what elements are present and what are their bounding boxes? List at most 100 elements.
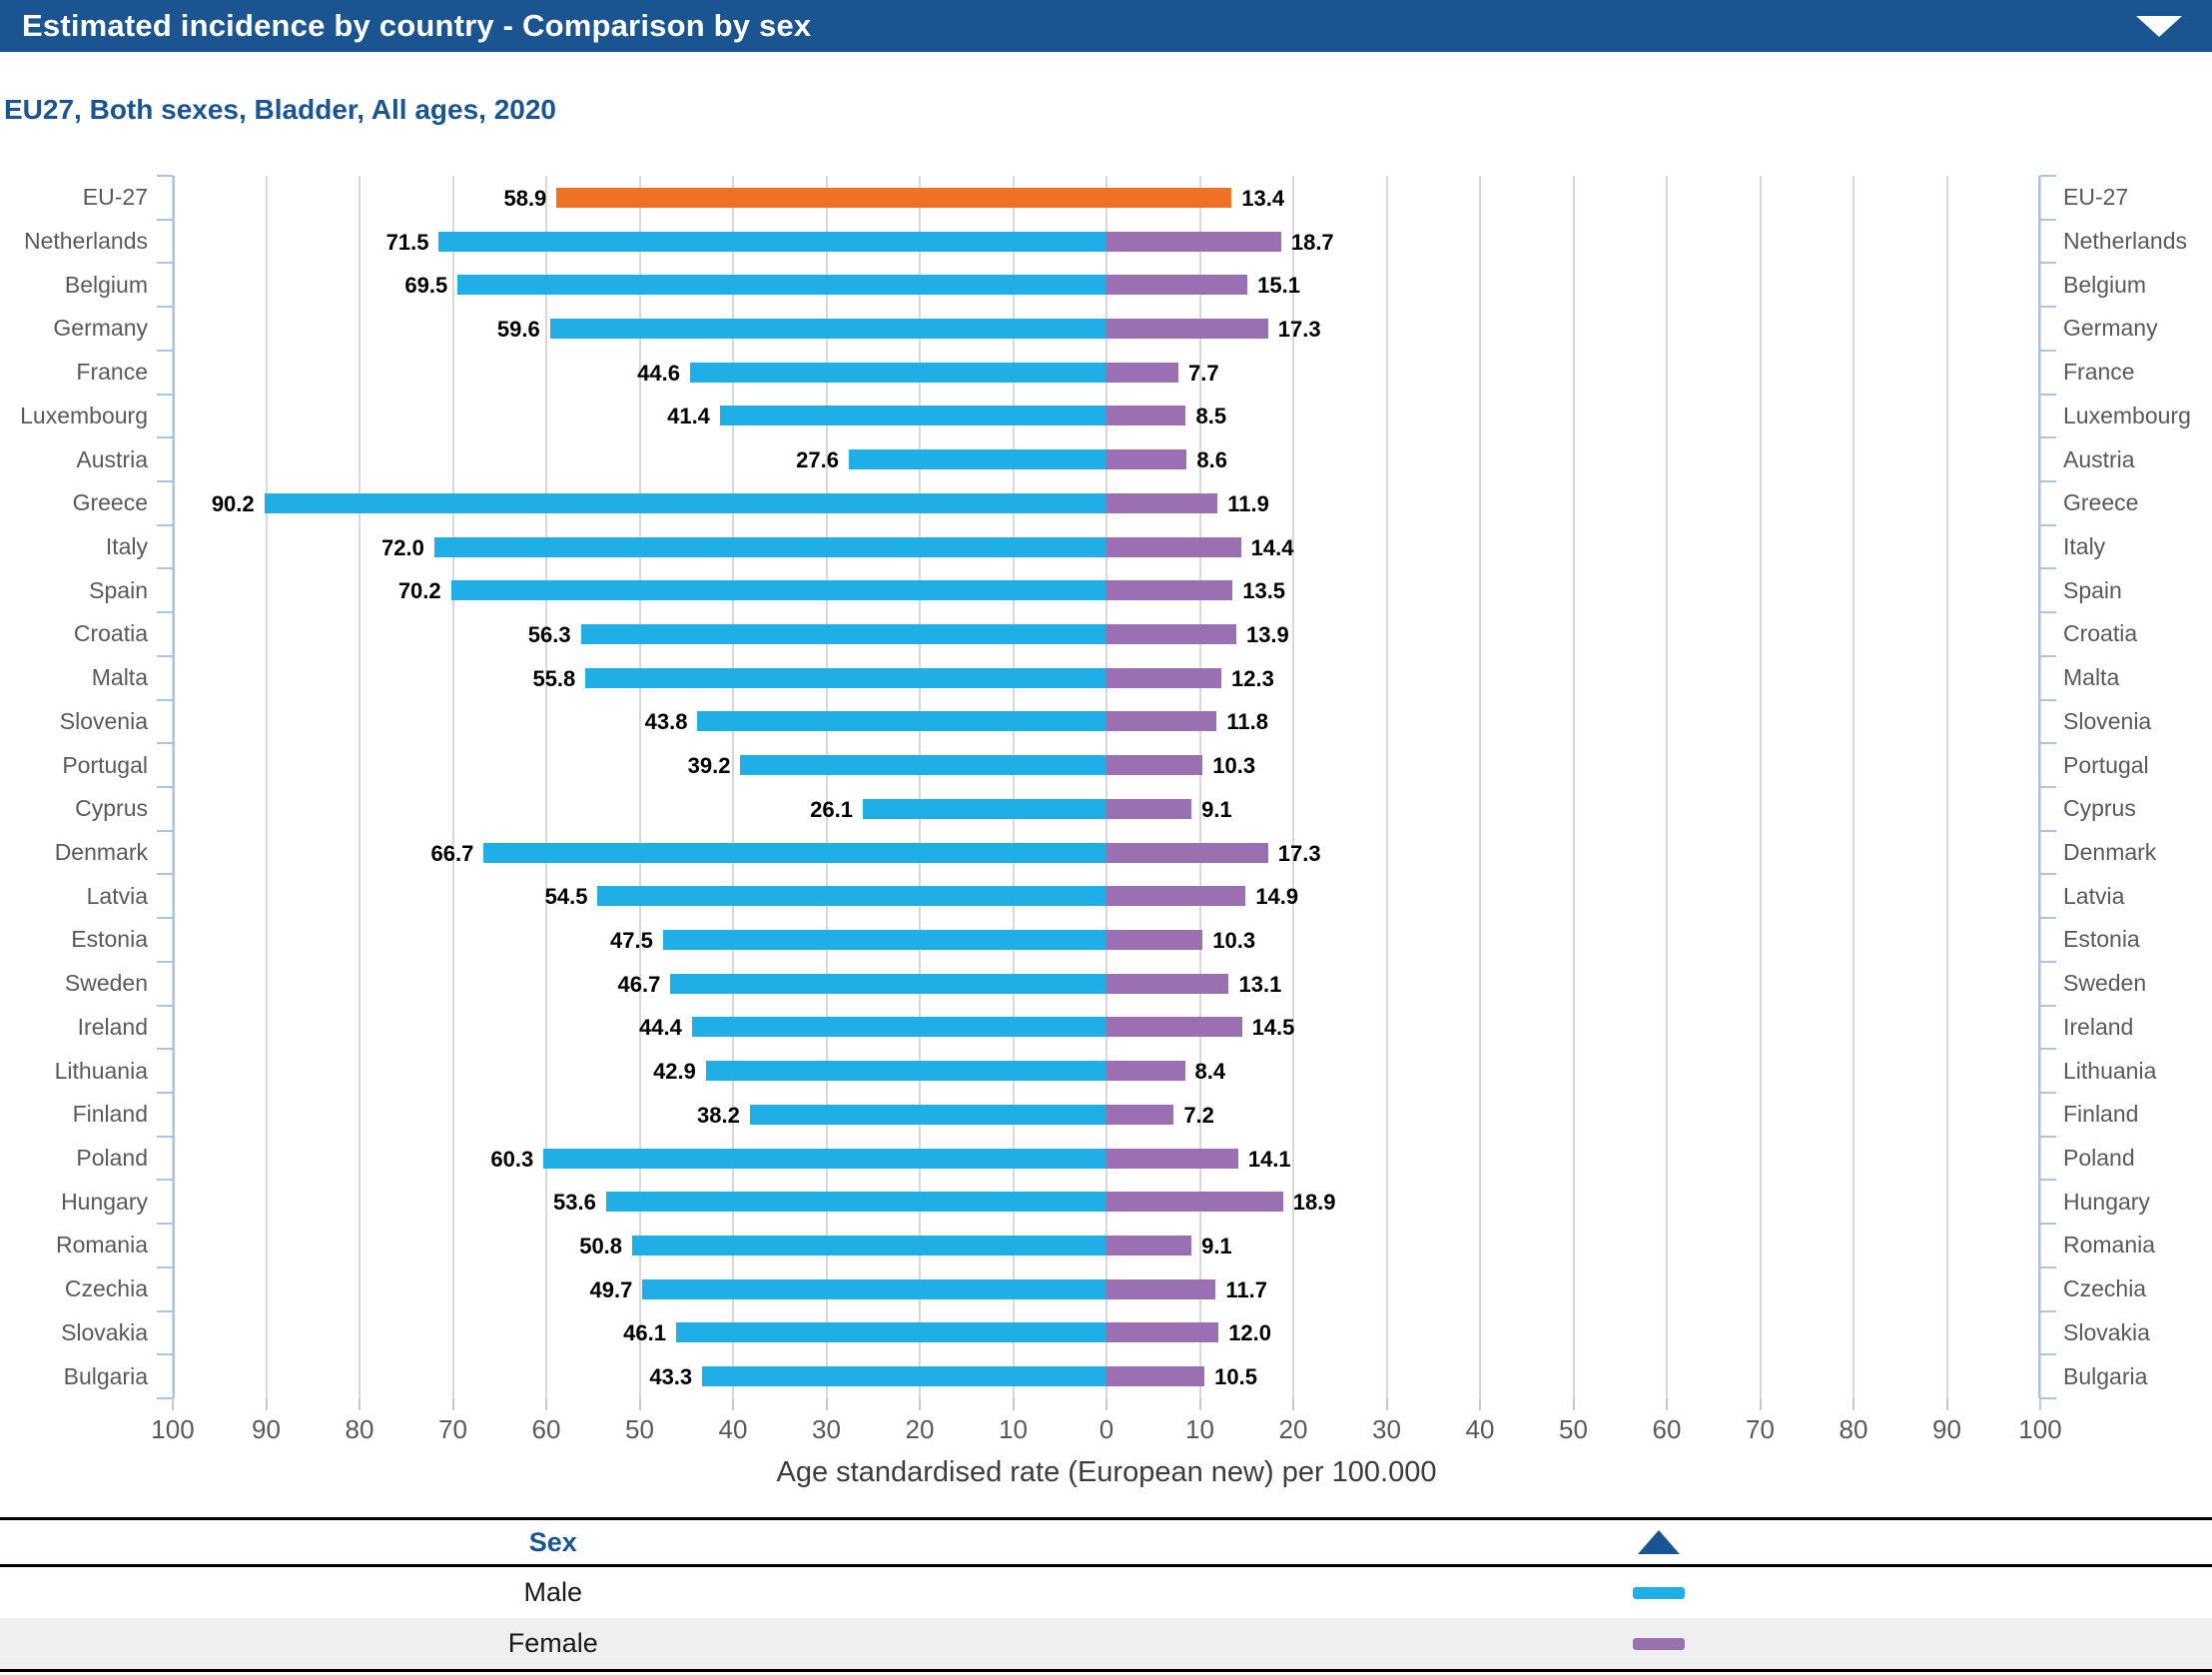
- female-value-label: 9.1: [1201, 1234, 1232, 1258]
- female-bar[interactable]: [1106, 1322, 1219, 1343]
- male-bar[interactable]: [662, 930, 1106, 950]
- female-bar[interactable]: [1106, 624, 1236, 644]
- male-bar[interactable]: [457, 275, 1106, 296]
- female-bar[interactable]: [1106, 1148, 1238, 1169]
- y-axis-tick: [2040, 524, 2056, 526]
- female-bar[interactable]: [1106, 930, 1203, 950]
- male-bar[interactable]: [438, 231, 1106, 252]
- legend-item-female[interactable]: Female: [0, 1618, 2212, 1669]
- male-bar[interactable]: [719, 406, 1106, 426]
- country-label-right: Belgium: [2063, 271, 2147, 298]
- male-value-label: 90.2: [211, 490, 255, 516]
- male-bar[interactable]: [433, 536, 1106, 557]
- female-bar[interactable]: [1106, 886, 1246, 907]
- female-value-label: 10.5: [1214, 1364, 1257, 1390]
- male-value-label: 49.7: [589, 1276, 633, 1302]
- female-bar[interactable]: [1106, 973, 1229, 994]
- male-value-label: 38.2: [697, 1102, 740, 1128]
- female-bar[interactable]: [1106, 187, 1232, 208]
- male-value-label: 56.3: [527, 622, 571, 647]
- x-axis-tick: [825, 1398, 828, 1410]
- x-axis-tick: [1759, 1398, 1762, 1410]
- male-bar[interactable]: [862, 798, 1106, 819]
- gridline: [1945, 176, 1948, 1398]
- female-bar[interactable]: [1106, 1017, 1242, 1038]
- male-bar[interactable]: [264, 492, 1106, 513]
- female-bar[interactable]: [1106, 536, 1241, 557]
- male-bar[interactable]: [483, 842, 1106, 863]
- female-bar[interactable]: [1106, 362, 1178, 383]
- female-bar[interactable]: [1106, 798, 1192, 819]
- x-axis-tick: [1292, 1398, 1294, 1410]
- male-value-label: 70.2: [397, 578, 441, 604]
- legend-item-male[interactable]: Male: [0, 1567, 2212, 1618]
- country-label-left: Sweden: [64, 970, 148, 997]
- x-axis-tick: [1479, 1398, 1481, 1410]
- chart-menu-button[interactable]: [2124, 0, 2194, 52]
- y-axis-tick: [2040, 1048, 2056, 1050]
- y-axis-tick: [2040, 1310, 2056, 1312]
- female-bar[interactable]: [1106, 1061, 1185, 1082]
- country-label-right: Portugal: [2063, 751, 2149, 778]
- male-bar[interactable]: [749, 1104, 1106, 1125]
- y-axis-tick: [157, 699, 173, 701]
- male-bar[interactable]: [670, 973, 1106, 994]
- female-bar[interactable]: [1106, 1236, 1192, 1256]
- male-bar[interactable]: [632, 1236, 1106, 1256]
- country-label-right: Germany: [2063, 315, 2158, 342]
- male-bar[interactable]: [580, 624, 1106, 644]
- male-bar[interactable]: [691, 1017, 1106, 1038]
- y-axis-tick: [2040, 742, 2056, 744]
- female-bar[interactable]: [1106, 319, 1268, 339]
- male-bar[interactable]: [543, 1148, 1106, 1169]
- female-bar[interactable]: [1106, 275, 1248, 296]
- male-bar[interactable]: [702, 1366, 1106, 1387]
- female-value-label: 15.1: [1257, 273, 1300, 299]
- male-bar[interactable]: [605, 1192, 1106, 1213]
- male-bar[interactable]: [705, 1061, 1106, 1082]
- male-bar[interactable]: [585, 667, 1106, 688]
- male-bar[interactable]: [450, 580, 1106, 601]
- sort-ascending-icon[interactable]: [1638, 1530, 1681, 1554]
- female-bar[interactable]: [1106, 580, 1233, 601]
- female-bar[interactable]: [1106, 449, 1187, 470]
- y-axis-tick: [2040, 699, 2056, 701]
- female-bar[interactable]: [1106, 711, 1217, 732]
- country-label-left: Austria: [76, 445, 148, 472]
- female-value-label: 11.7: [1225, 1276, 1267, 1302]
- legend-header-label[interactable]: Sex: [528, 1526, 577, 1557]
- male-bar[interactable]: [642, 1278, 1106, 1299]
- male-bar[interactable]: [740, 755, 1106, 776]
- female-value-label: 7.2: [1183, 1102, 1214, 1128]
- female-bar[interactable]: [1106, 667, 1221, 688]
- male-value-label: 66.7: [430, 840, 474, 866]
- country-label-left: Portugal: [62, 751, 148, 778]
- legend-table: Sex Male Female: [0, 1517, 2212, 1672]
- country-label-left: Czechia: [64, 1275, 148, 1302]
- male-bar[interactable]: [549, 319, 1106, 339]
- male-value-label: 46.7: [617, 971, 661, 997]
- male-bar[interactable]: [556, 187, 1106, 208]
- female-bar[interactable]: [1106, 755, 1203, 776]
- x-axis-tick-label: 10: [999, 1414, 1028, 1444]
- male-bar[interactable]: [597, 886, 1106, 907]
- legend-header-row[interactable]: Sex: [0, 1520, 2212, 1567]
- male-bar[interactable]: [690, 362, 1106, 383]
- male-value-label: 60.3: [490, 1146, 534, 1172]
- female-bar[interactable]: [1106, 1192, 1283, 1213]
- female-bar[interactable]: [1106, 492, 1218, 513]
- female-bar[interactable]: [1106, 1366, 1205, 1387]
- female-bar[interactable]: [1106, 231, 1281, 252]
- country-label-left: Croatia: [73, 620, 148, 647]
- female-bar[interactable]: [1106, 1278, 1216, 1299]
- female-bar[interactable]: [1106, 842, 1268, 863]
- female-value-label: 11.9: [1227, 490, 1269, 516]
- female-value-label: 14.4: [1250, 534, 1294, 560]
- male-bar[interactable]: [848, 449, 1106, 470]
- female-bar[interactable]: [1106, 406, 1186, 426]
- male-value-label: 26.1: [810, 796, 853, 822]
- y-axis-tick: [157, 262, 173, 264]
- male-bar[interactable]: [675, 1322, 1106, 1343]
- male-bar[interactable]: [697, 711, 1106, 732]
- female-bar[interactable]: [1106, 1104, 1174, 1125]
